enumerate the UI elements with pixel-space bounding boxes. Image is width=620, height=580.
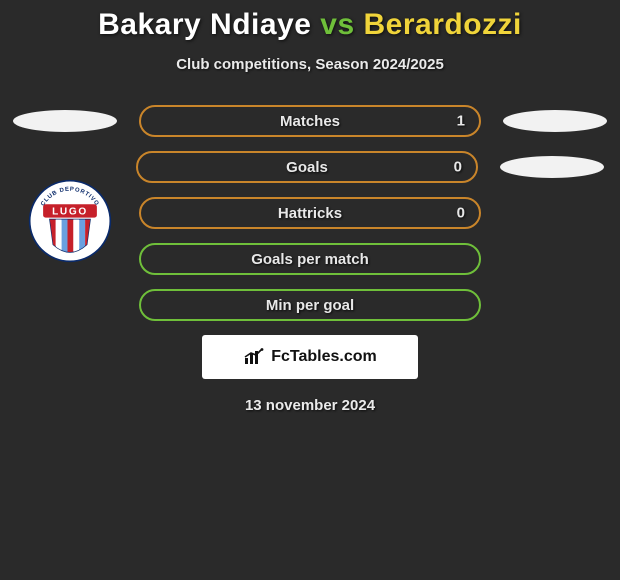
- stat-bar: Matches 1: [139, 105, 481, 137]
- title-vs: vs: [320, 8, 354, 41]
- stat-value: 1: [457, 113, 465, 130]
- spacer: [503, 248, 607, 270]
- player2-marker: [503, 110, 607, 132]
- stat-label: Goals: [286, 159, 328, 176]
- stat-value: 0: [457, 205, 465, 222]
- spacer: [503, 294, 607, 316]
- stat-bar: Min per goal: [139, 289, 481, 321]
- subtitle: Club competitions, Season 2024/2025: [0, 56, 620, 73]
- title-player1: Bakary Ndiaye: [98, 8, 311, 41]
- brand-chart-icon: [243, 348, 265, 366]
- spacer: [503, 202, 607, 224]
- player1-marker: [13, 110, 117, 132]
- stat-label: Matches: [280, 113, 340, 130]
- stat-row: Matches 1: [0, 105, 620, 137]
- spacer: [13, 294, 117, 316]
- stat-value: 0: [454, 159, 462, 176]
- title-player2: Berardozzi: [363, 8, 521, 41]
- spacer: [10, 156, 114, 178]
- stat-label: Hattricks: [278, 205, 342, 222]
- brand-text: FcTables.com: [271, 348, 377, 366]
- stat-bar: Hattricks 0: [139, 197, 481, 229]
- stat-bar: Goals 0: [136, 151, 478, 183]
- svg-text:LUGO: LUGO: [52, 206, 88, 217]
- stat-bar: Goals per match: [139, 243, 481, 275]
- player2-marker: [500, 156, 604, 178]
- date-line: 13 november 2024: [0, 397, 620, 414]
- page-title: Bakary Ndiaye vs Berardozzi: [0, 8, 620, 42]
- brand-box: FcTables.com: [202, 335, 418, 379]
- club-crest: CLUB DEPORTIVO LUGO: [28, 179, 112, 263]
- stat-label: Goals per match: [251, 251, 369, 268]
- stat-row: Min per goal: [0, 289, 620, 321]
- stat-label: Min per goal: [266, 297, 354, 314]
